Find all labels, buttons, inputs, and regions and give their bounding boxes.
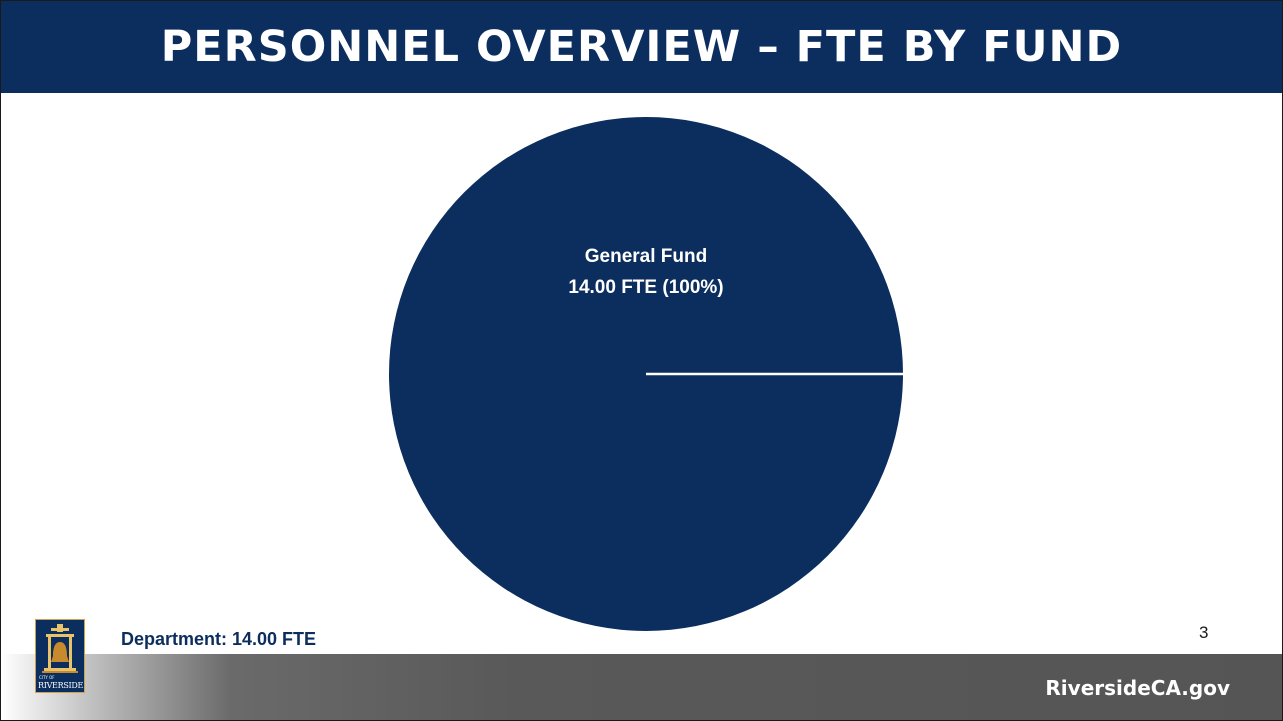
footer-url[interactable]: RiversideCA.gov xyxy=(1045,676,1230,700)
title-bar: PERSONNEL OVERVIEW – FTE BY FUND xyxy=(1,1,1282,93)
slide-title: PERSONNEL OVERVIEW – FTE BY FUND xyxy=(160,22,1123,72)
slide-number: 3 xyxy=(1199,623,1209,642)
pie-slice-label: General Fund xyxy=(585,246,707,267)
bell-tower-logo-icon xyxy=(42,624,78,673)
footer-bar xyxy=(1,654,1282,720)
department-total-label: Department: 14.00 FTE xyxy=(121,629,317,649)
logo-name-text: RIVERSIDE xyxy=(38,681,84,690)
logo-city-text: CITY OF xyxy=(39,675,55,680)
city-logo: CITY OF RIVERSIDE xyxy=(35,619,85,693)
pie-slice-value-label: 14.00 FTE (100%) xyxy=(568,277,723,298)
